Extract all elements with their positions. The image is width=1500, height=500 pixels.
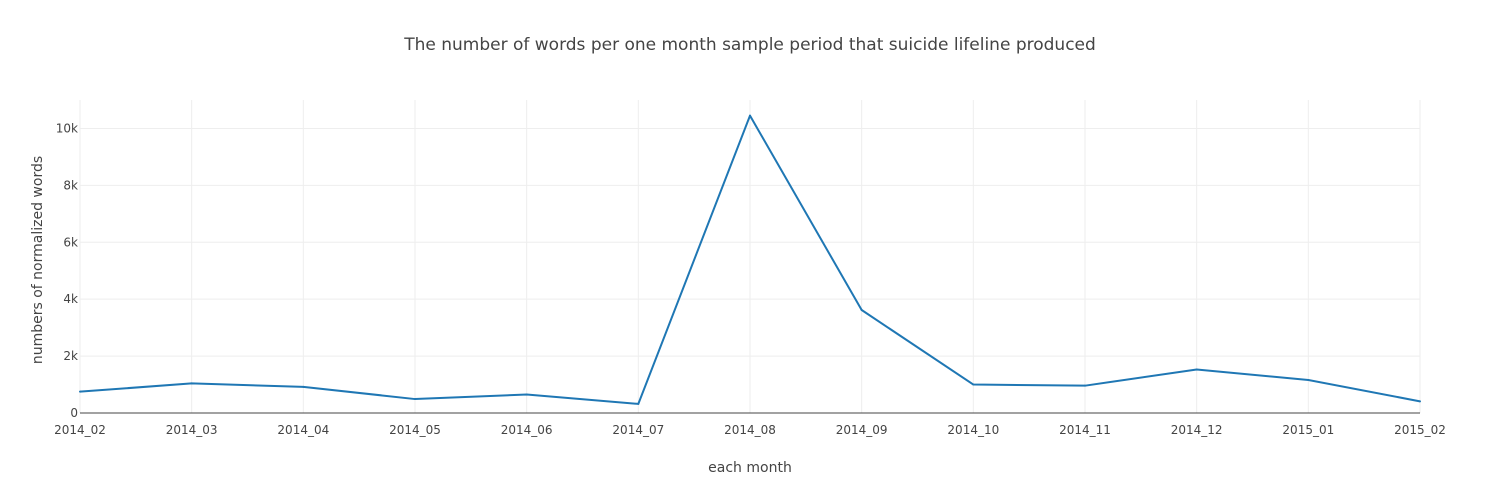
x-tick-label: 2014_06 — [501, 423, 553, 437]
data-point — [414, 398, 416, 401]
x-tick-label: 2014_02 — [54, 423, 106, 437]
data-point — [190, 382, 193, 385]
x-tick-label: 2014_11 — [1059, 423, 1111, 437]
y-axis-label: numbers of normalized words — [30, 156, 46, 364]
chart-title: The number of words per one month sample… — [403, 35, 1096, 55]
x-tick-label: 2014_07 — [612, 423, 664, 437]
x-tick-label: 2014_05 — [389, 423, 441, 437]
y-tick-label: 8k — [63, 178, 78, 192]
data-point — [749, 114, 751, 117]
x-tick-label: 2014_09 — [836, 423, 888, 437]
y-tick-label: 0 — [70, 406, 78, 420]
grid-lines — [79, 100, 1421, 414]
data-point — [637, 402, 640, 405]
x-tick-label: 2014_08 — [724, 423, 776, 437]
data-point — [1419, 400, 1421, 403]
x-tick-label: 2014_10 — [947, 423, 999, 437]
y-axis-ticks: 0 2k 4k 6k 8k 10k — [56, 121, 78, 420]
x-tick-label: 2015_02 — [1394, 423, 1446, 437]
data-point — [79, 390, 81, 393]
y-tick-label: 4k — [63, 292, 78, 306]
data-point — [860, 308, 863, 311]
data-point — [1084, 384, 1086, 387]
data-point — [972, 383, 975, 386]
data-point — [302, 385, 305, 388]
series-lines — [79, 114, 1421, 405]
data-point — [525, 393, 528, 396]
x-tick-label: 2014_04 — [277, 423, 329, 437]
y-tick-label: 2k — [63, 349, 78, 363]
x-tick-label: 2015_01 — [1282, 423, 1334, 437]
x-tick-label: 2014_03 — [166, 423, 218, 437]
x-tick-label: 2014_12 — [1171, 423, 1223, 437]
x-axis-label: each month — [708, 460, 792, 476]
x-axis-ticks: 2014_02 2014_03 2014_04 2014_05 2014_06 2014_… — [54, 423, 1446, 437]
data-point — [1307, 378, 1310, 381]
y-tick-label: 6k — [63, 235, 78, 249]
data-point — [1195, 368, 1198, 371]
y-tick-label: 10k — [56, 121, 78, 135]
